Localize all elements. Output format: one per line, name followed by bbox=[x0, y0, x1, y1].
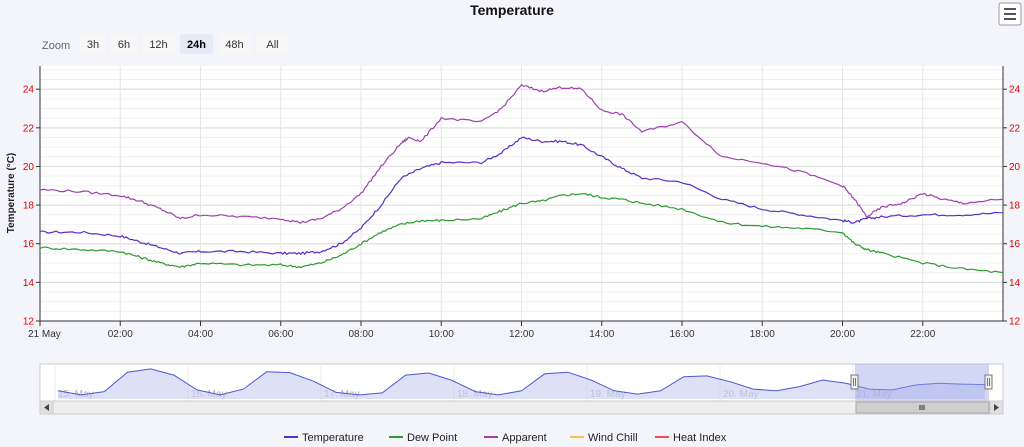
y-tick-label-left: 14 bbox=[23, 278, 35, 289]
y-tick-label-left: 24 bbox=[23, 85, 35, 96]
legend-item-apparent[interactable]: Apparent bbox=[484, 432, 547, 444]
y-tick-label-right: 12 bbox=[1009, 317, 1021, 328]
y-tick-label-right: 22 bbox=[1009, 123, 1021, 134]
series-line-dew-point bbox=[39, 192, 1004, 274]
y-axis-right: 12 14 16 18 20 22 24 bbox=[1003, 85, 1021, 328]
legend-item-wind-chill[interactable]: Wind Chill bbox=[570, 432, 638, 444]
x-tick-label: 16:00 bbox=[669, 329, 694, 340]
scrollbar[interactable] bbox=[39, 400, 1004, 415]
series-lines bbox=[39, 83, 1004, 274]
zoom-button-all[interactable]: All bbox=[256, 34, 289, 54]
zoom-button-48h[interactable]: 48h bbox=[218, 34, 251, 54]
y-tick-label-left: 18 bbox=[23, 201, 35, 212]
y-tick-label-left: 16 bbox=[23, 239, 35, 250]
y-tick-label-right: 20 bbox=[1009, 162, 1021, 173]
y-tick-label-right: 16 bbox=[1009, 239, 1021, 250]
navigator-line bbox=[57, 368, 986, 396]
svg-text:Temperature: Temperature bbox=[302, 432, 364, 444]
x-tick-label: 10:00 bbox=[429, 329, 454, 340]
navigator-handle-right[interactable] bbox=[984, 374, 993, 390]
legend-item-heat-index[interactable]: Heat Index bbox=[655, 432, 727, 444]
zoom-button-24h[interactable]: 24h bbox=[180, 34, 213, 54]
zoom-buttons: 3h 6h 12h 24h 48h All bbox=[80, 34, 289, 54]
zoom-button-6h[interactable]: 6h bbox=[111, 34, 137, 54]
y-tick-label-right: 24 bbox=[1009, 85, 1021, 96]
major-gridlines bbox=[40, 66, 1003, 322]
x-tick-label: 14:00 bbox=[589, 329, 614, 340]
zoom-button-12h[interactable]: 12h bbox=[142, 34, 175, 54]
navigator-area bbox=[58, 368, 985, 399]
x-tick-label: 04:00 bbox=[188, 329, 213, 340]
x-tick-label: 02:00 bbox=[108, 329, 133, 340]
legend-item-dew-point[interactable]: Dew Point bbox=[389, 432, 457, 444]
chart-title: Temperature bbox=[470, 2, 554, 18]
y-tick-label-left: 22 bbox=[23, 123, 35, 134]
svg-text:Apparent: Apparent bbox=[502, 432, 547, 444]
y-axis-left: 12 14 16 18 20 22 24 bbox=[23, 85, 40, 328]
zoom-label: Zoom bbox=[42, 40, 70, 52]
navigator-handle-left[interactable] bbox=[850, 374, 859, 390]
svg-text:48h: 48h bbox=[225, 39, 243, 51]
x-tick-label: 06:00 bbox=[268, 329, 293, 340]
x-tick-label: 22:00 bbox=[910, 329, 935, 340]
x-tick-label: 21 May bbox=[28, 329, 61, 340]
legend-item-temperature[interactable]: Temperature bbox=[284, 432, 364, 444]
svg-text:24h: 24h bbox=[187, 39, 206, 51]
y-tick-label-left: 12 bbox=[23, 317, 35, 328]
svg-text:All: All bbox=[266, 39, 278, 51]
y-tick-label-left: 20 bbox=[23, 162, 35, 173]
svg-text:Dew Point: Dew Point bbox=[407, 432, 457, 444]
x-tick-label: 12:00 bbox=[509, 329, 534, 340]
svg-text:6h: 6h bbox=[118, 39, 130, 51]
x-tick-label: 18:00 bbox=[750, 329, 775, 340]
series-line-apparent bbox=[39, 83, 1004, 224]
x-axis: 21 May 02:00 04:00 06:00 08:00 10:00 12:00 14:0… bbox=[28, 321, 936, 340]
arrow-left-icon bbox=[44, 404, 49, 411]
series-line-temperature bbox=[40, 136, 1004, 256]
svg-text:Heat Index: Heat Index bbox=[673, 432, 727, 444]
svg-text:12h: 12h bbox=[149, 39, 167, 51]
navigator[interactable]: 15. May16. May17. May18. May19. May20. M… bbox=[39, 363, 1004, 402]
x-tick-label: 20:00 bbox=[830, 329, 855, 340]
hamburger-menu-icon[interactable] bbox=[998, 2, 1022, 26]
navigator-selection[interactable] bbox=[855, 364, 989, 401]
arrow-right-icon bbox=[994, 404, 999, 411]
y-axis-title: Temperature (°C) bbox=[6, 153, 17, 234]
zoom-button-3h[interactable]: 3h bbox=[80, 34, 106, 54]
y-tick-label-right: 14 bbox=[1009, 278, 1021, 289]
legend: Temperature Dew Point Apparent Wind Chill He… bbox=[284, 432, 727, 444]
svg-text:3h: 3h bbox=[87, 39, 99, 51]
y-tick-label-right: 18 bbox=[1009, 201, 1021, 212]
svg-text:Wind Chill: Wind Chill bbox=[588, 432, 638, 444]
x-tick-label: 08:00 bbox=[348, 329, 373, 340]
